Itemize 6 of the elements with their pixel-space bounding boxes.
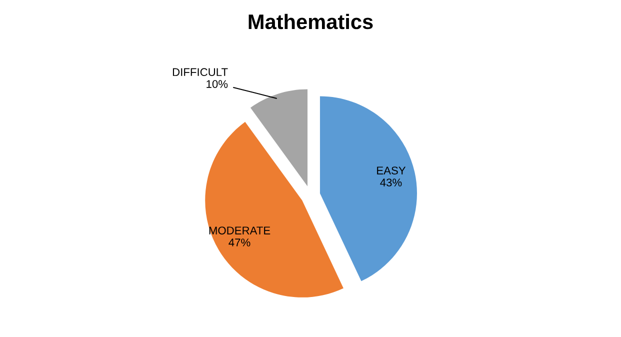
slice-label: DIFFICULT	[172, 68, 228, 76]
data-label: 10%	[206, 80, 228, 88]
chart-title: Mathematics	[248, 14, 373, 30]
data-label: 43%	[380, 178, 402, 186]
data-label: 47%	[228, 238, 250, 246]
slice-label: EASY	[377, 166, 406, 174]
